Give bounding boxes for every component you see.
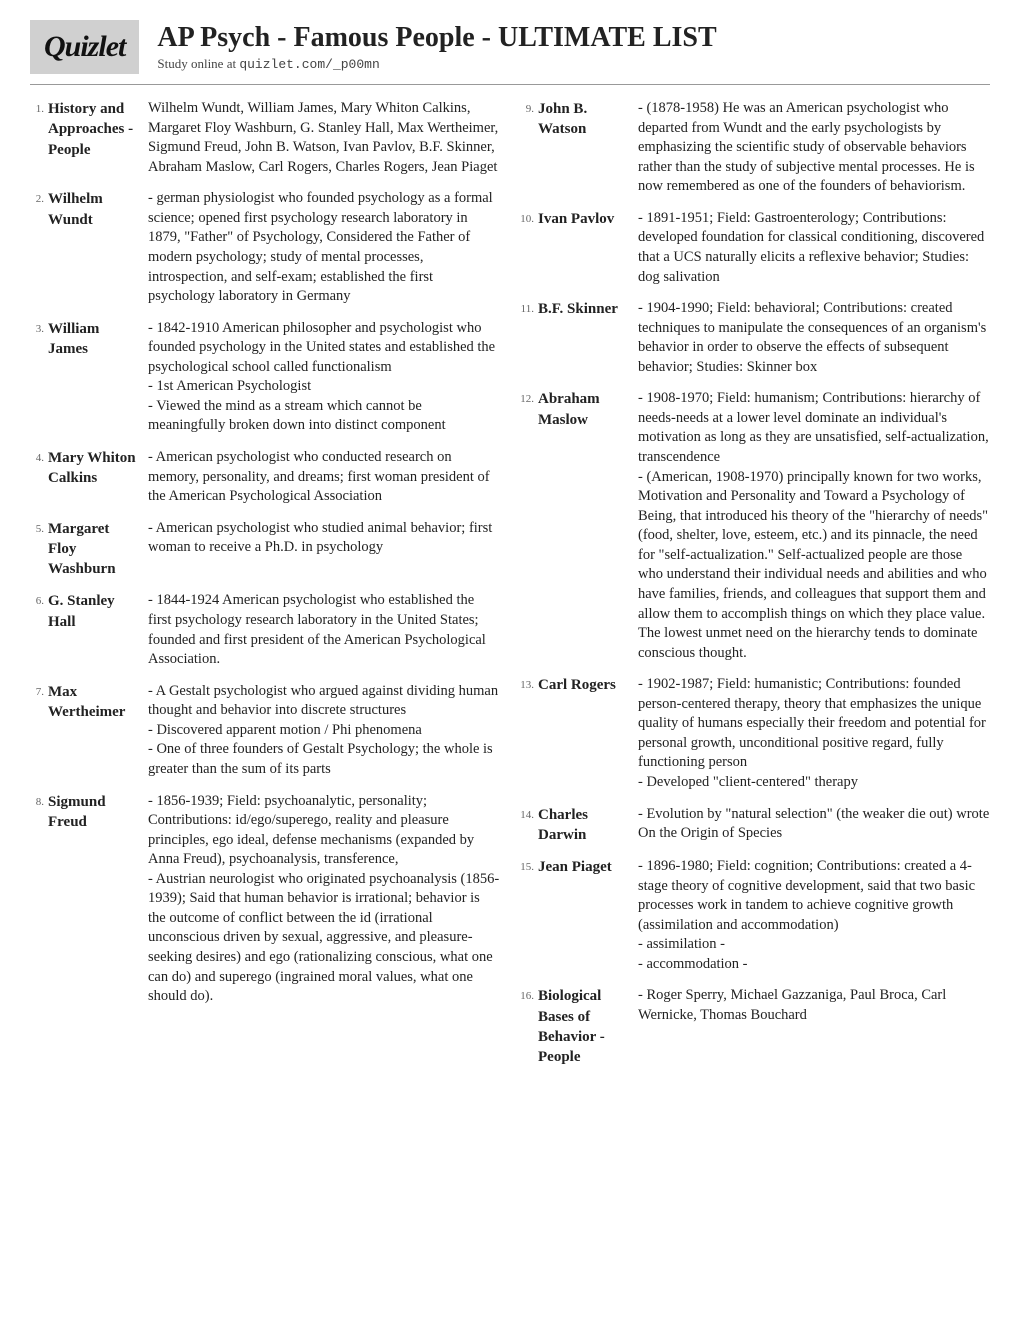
entry-term: Charles Darwin (538, 805, 638, 846)
subtitle: Study online at quizlet.com/_p00mn (157, 56, 716, 72)
list-item: 11.B.F. Skinner- 1904-1990; Field: behav… (520, 299, 990, 377)
entry-definition: - 1856-1939; Field: psychoanalytic, pers… (148, 792, 500, 1007)
entry-term: Carl Rogers (538, 675, 638, 792)
title-block: AP Psych - Famous People - ULTIMATE LIST… (157, 22, 716, 72)
list-item: 13.Carl Rogers- 1902-1987; Field: humani… (520, 675, 990, 792)
list-item: 7.Max Wertheimer- A Gestalt psychologist… (30, 682, 500, 780)
entry-term: History and Approaches - People (48, 99, 148, 177)
entry-number: 7. (30, 682, 48, 780)
entry-number: 11. (520, 299, 538, 377)
entry-definition: - A Gestalt psychologist who argued agai… (148, 682, 500, 780)
list-item: 9.John B. Watson- (1878-1958) He was an … (520, 99, 990, 197)
entry-term: Mary Whiton Calkins (48, 448, 148, 507)
page-title: AP Psych - Famous People - ULTIMATE LIST (157, 22, 716, 54)
list-item: 5.Margaret Floy Washburn- American psych… (30, 519, 500, 580)
list-item: 12.Abraham Maslow- 1908-1970; Field: hum… (520, 389, 990, 663)
subtitle-prefix: Study online at (157, 56, 239, 71)
entry-term: Ivan Pavlov (538, 209, 638, 287)
entry-number: 12. (520, 389, 538, 663)
list-item: 4.Mary Whiton Calkins- American psycholo… (30, 448, 500, 507)
entry-number: 14. (520, 805, 538, 846)
entry-term: Sigmund Freud (48, 792, 148, 1007)
entry-definition: - 1844-1924 American psychologist who es… (148, 591, 500, 669)
entry-number: 3. (30, 319, 48, 436)
list-item: 8.Sigmund Freud- 1856-1939; Field: psych… (30, 792, 500, 1007)
entry-term: G. Stanley Hall (48, 591, 148, 669)
entry-definition: - german physiologist who founded psycho… (148, 189, 500, 306)
list-item: 16.Biological Bases of Behavior - People… (520, 986, 990, 1067)
entry-term: William James (48, 319, 148, 436)
list-item: 2.Wilhelm Wundt- german physiologist who… (30, 189, 500, 306)
entry-number: 16. (520, 986, 538, 1067)
entry-definition: - 1902-1987; Field: humanistic; Contribu… (638, 675, 990, 792)
entry-definition: - 1904-1990; Field: behavioral; Contribu… (638, 299, 990, 377)
entry-definition: - Roger Sperry, Michael Gazzaniga, Paul … (638, 986, 990, 1067)
entry-number: 15. (520, 857, 538, 974)
entry-term: Margaret Floy Washburn (48, 519, 148, 580)
entry-number: 2. (30, 189, 48, 306)
entry-number: 13. (520, 675, 538, 792)
header: Quizlet AP Psych - Famous People - ULTIM… (30, 20, 990, 85)
entry-definition: Wilhelm Wundt, William James, Mary Whito… (148, 99, 500, 177)
entry-definition: - (1878-1958) He was an American psychol… (638, 99, 990, 197)
entry-definition: - 1842-1910 American philosopher and psy… (148, 319, 500, 436)
list-item: 1.History and Approaches - PeopleWilhelm… (30, 99, 500, 177)
list-item: 15.Jean Piaget- 1896-1980; Field: cognit… (520, 857, 990, 974)
entry-definition: - American psychologist who studied anim… (148, 519, 500, 580)
column-right: 9.John B. Watson- (1878-1958) He was an … (520, 99, 990, 1079)
entry-definition: - 1891-1951; Field: Gastroenterology; Co… (638, 209, 990, 287)
entry-number: 4. (30, 448, 48, 507)
entry-definition: - Evolution by "natural selection" (the … (638, 805, 990, 846)
entry-number: 8. (30, 792, 48, 1007)
entry-definition: - American psychologist who conducted re… (148, 448, 500, 507)
page: Quizlet AP Psych - Famous People - ULTIM… (0, 0, 1020, 1109)
list-item: 3.William James- 1842-1910 American phil… (30, 319, 500, 436)
entry-number: 5. (30, 519, 48, 580)
list-item: 10.Ivan Pavlov- 1891-1951; Field: Gastro… (520, 209, 990, 287)
entry-term: Wilhelm Wundt (48, 189, 148, 306)
entry-number: 10. (520, 209, 538, 287)
entry-term: Max Wertheimer (48, 682, 148, 780)
entry-term: John B. Watson (538, 99, 638, 197)
subtitle-url: quizlet.com/_p00mn (239, 57, 379, 72)
list-item: 14.Charles Darwin- Evolution by "natural… (520, 805, 990, 846)
entry-number: 6. (30, 591, 48, 669)
entry-number: 1. (30, 99, 48, 177)
columns: 1.History and Approaches - PeopleWilhelm… (30, 99, 990, 1079)
entry-term: Jean Piaget (538, 857, 638, 974)
entry-term: Abraham Maslow (538, 389, 638, 663)
entry-term: B.F. Skinner (538, 299, 638, 377)
list-item: 6.G. Stanley Hall- 1844-1924 American ps… (30, 591, 500, 669)
quizlet-logo: Quizlet (30, 20, 139, 74)
entry-number: 9. (520, 99, 538, 197)
entry-term: Biological Bases of Behavior - People (538, 986, 638, 1067)
column-left: 1.History and Approaches - PeopleWilhelm… (30, 99, 500, 1079)
entry-definition: - 1896-1980; Field: cognition; Contribut… (638, 857, 990, 974)
entry-definition: - 1908-1970; Field: humanism; Contributi… (638, 389, 990, 663)
